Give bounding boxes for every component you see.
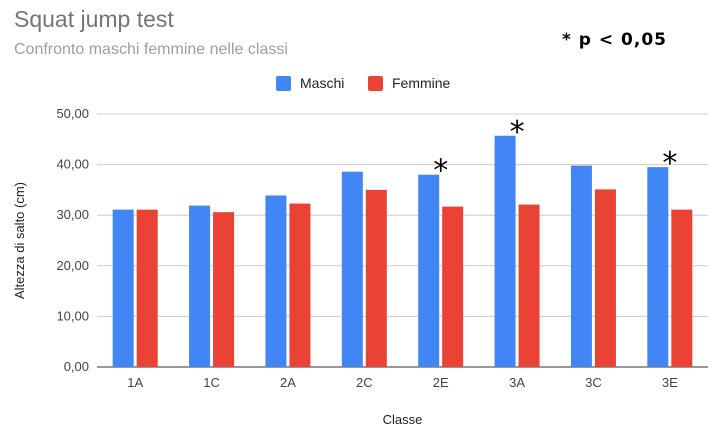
x-tick-label: 3E [662, 375, 678, 390]
bar-maschi [418, 174, 440, 367]
bar-femmine [136, 209, 158, 367]
legend-swatch [276, 76, 291, 91]
bar-maschi [494, 135, 516, 367]
bar-femmine [671, 209, 693, 367]
bar-femmine [289, 203, 311, 367]
significance-star: * [510, 115, 525, 150]
y-tick-label: 40,00 [56, 157, 89, 172]
bar-femmine [442, 206, 464, 367]
bar-maschi [265, 195, 287, 367]
legend-label: Maschi [300, 75, 344, 91]
bar-maschi [189, 205, 211, 367]
bar-femmine [594, 189, 616, 367]
legend-label: Femmine [392, 75, 451, 91]
y-axis-title: Altezza di salto (cm) [12, 182, 27, 299]
significance-star: * [433, 154, 448, 189]
bar-maschi [112, 209, 134, 367]
y-tick-label: 30,00 [56, 207, 89, 222]
bar-femmine [365, 189, 387, 367]
bar-maschi [647, 167, 669, 367]
x-tick-label: 2E [433, 375, 449, 390]
chart-title: Squat jump test [14, 6, 174, 32]
x-tick-label: 3A [509, 375, 525, 390]
significance-star: * [662, 146, 677, 181]
bar-maschi [341, 171, 363, 367]
y-tick-label: 10,00 [56, 308, 89, 323]
y-tick-label: 0,00 [64, 359, 89, 374]
chart-subtitle: Confronto maschi femmine nelle classi [14, 41, 288, 58]
bar-femmine [213, 212, 235, 367]
x-tick-label: 1C [203, 375, 220, 390]
x-tick-label: 2C [356, 375, 373, 390]
y-tick-label: 20,00 [56, 258, 89, 273]
x-tick-label: 2A [280, 375, 296, 390]
bar-femmine [518, 204, 540, 367]
x-axis-title: Classe [383, 412, 423, 427]
legend-swatch [368, 76, 383, 91]
bar-maschi [570, 165, 592, 367]
x-tick-label: 1A [127, 375, 143, 390]
x-tick-label: 3C [585, 375, 602, 390]
significance-note: * p < 0,05 [562, 30, 668, 50]
y-tick-label: 50,00 [56, 106, 89, 121]
